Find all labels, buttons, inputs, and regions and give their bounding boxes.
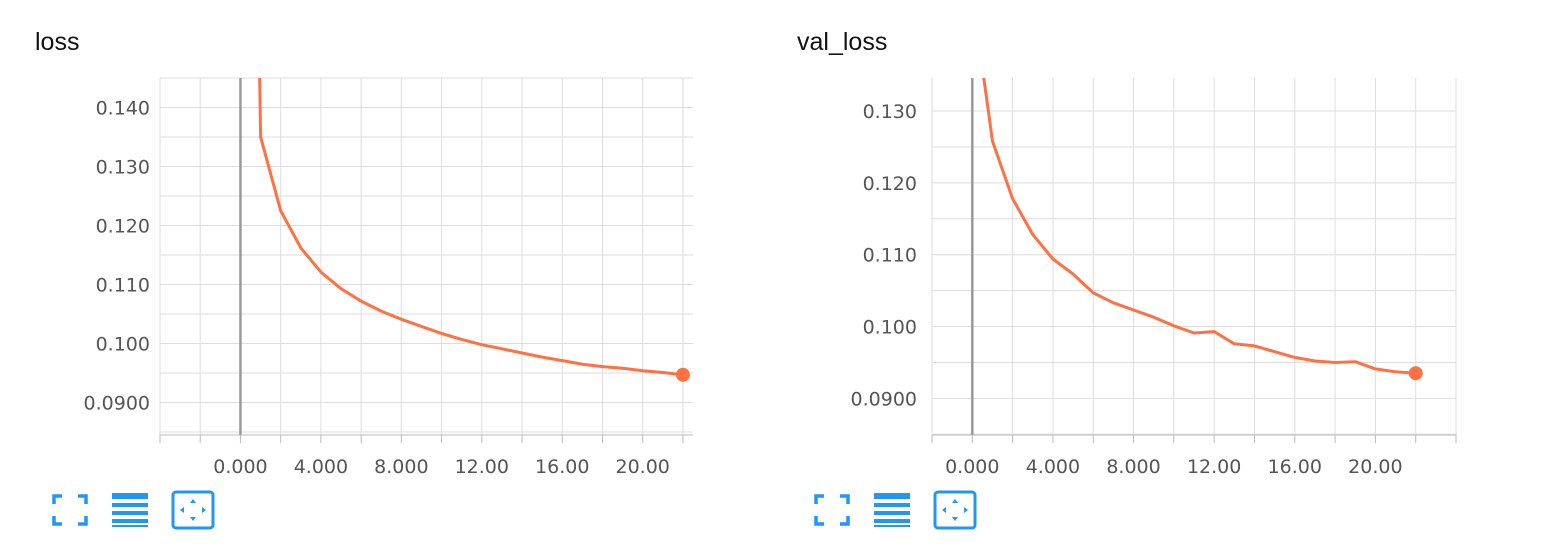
x-tick-label: 12.00 xyxy=(455,456,509,478)
x-tick-label: 16.00 xyxy=(1268,456,1322,478)
x-tick-label: 4.000 xyxy=(294,456,348,478)
val-loss-chart-card: val_loss 0.0900 0.100 0.110 0.120 0.130 0.000… xyxy=(777,0,1554,558)
series-line xyxy=(982,78,1416,375)
loss-chart: 0.0900 0.100 0.110 0.120 0.130 0.140 0.000 4.00… xyxy=(84,77,693,478)
x-tick-label: 20.00 xyxy=(1348,456,1402,478)
x-tick-label: 0.000 xyxy=(213,456,267,478)
x-tick-label: 16.00 xyxy=(535,456,589,478)
series-line xyxy=(258,78,684,377)
toggle-log-scale-icon[interactable] xyxy=(110,490,150,530)
y-tick-label: 0.130 xyxy=(863,101,917,123)
x-tick-label: 0.000 xyxy=(945,456,999,478)
x-tick-label: 20.00 xyxy=(616,456,670,478)
y-tick-label: 0.0900 xyxy=(851,388,917,410)
fit-domain-icon[interactable] xyxy=(933,490,977,530)
fullscreen-icon[interactable] xyxy=(50,490,90,530)
y-tick-label: 0.110 xyxy=(96,275,150,297)
x-tick-label: 8.000 xyxy=(1106,456,1160,478)
toggle-log-scale-icon[interactable] xyxy=(872,490,912,530)
x-tick-label: 8.000 xyxy=(374,456,428,478)
last-point-marker xyxy=(1408,366,1423,381)
fit-domain-icon[interactable] xyxy=(171,490,215,530)
val-loss-chart: 0.0900 0.100 0.110 0.120 0.130 0.000 4.000 8.00… xyxy=(851,78,1457,478)
y-tick-label: 0.0900 xyxy=(84,393,150,415)
x-tick-label: 4.000 xyxy=(1026,456,1080,478)
loss-chart-card: loss 0.0900 0.100 0.110 0.120 0.130 0.140 0.00… xyxy=(35,28,693,530)
chart-title: loss xyxy=(35,28,80,56)
fullscreen-icon[interactable] xyxy=(812,490,852,530)
y-tick-label: 0.120 xyxy=(96,216,150,238)
y-tick-label: 0.100 xyxy=(863,317,917,339)
y-tick-label: 0.140 xyxy=(96,98,150,120)
x-tick-label: 12.00 xyxy=(1187,456,1241,478)
last-point-marker xyxy=(675,367,690,382)
y-tick-label: 0.100 xyxy=(96,334,150,356)
y-tick-label: 0.130 xyxy=(96,157,150,179)
y-tick-label: 0.110 xyxy=(863,245,917,267)
y-tick-label: 0.120 xyxy=(863,173,917,195)
chart-title: val_loss xyxy=(797,28,888,56)
